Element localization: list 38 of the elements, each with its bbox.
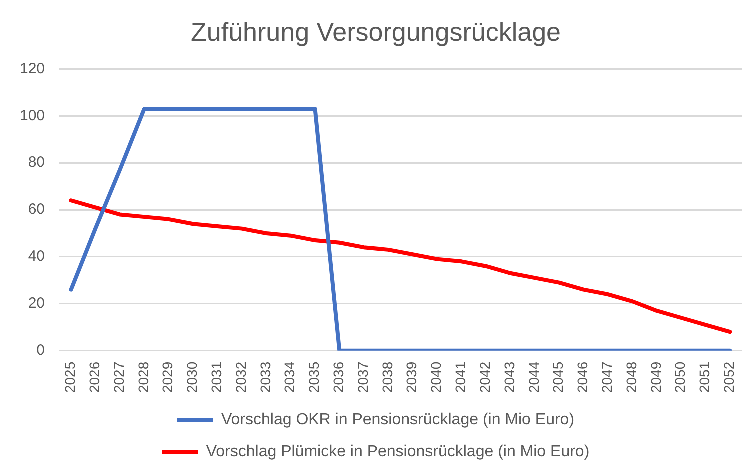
y-tick-label: 80 — [28, 154, 46, 172]
legend-label: Vorschlag OKR in Pensionsrücklage (in Mio Euro) — [221, 411, 575, 428]
y-tick-label: 40 — [28, 248, 46, 266]
y-tick-label: 100 — [20, 107, 46, 124]
y-tick-label: 60 — [28, 201, 46, 218]
legend-label: Vorschlag Plümicke in Pensionsrücklage (in Mio Euro) — [206, 443, 590, 460]
x-tick-label: 2032 — [232, 362, 249, 394]
x-tick-label: 2034 — [282, 362, 298, 394]
y-tick-label: 20 — [28, 295, 46, 312]
x-tick-label: 2046 — [574, 362, 591, 394]
x-tick-label: 2027 — [110, 362, 127, 394]
y-tick-label: 0 — [36, 342, 46, 359]
x-tick-label: 2025 — [62, 362, 78, 394]
x-tick-label: 2052 — [720, 362, 737, 394]
x-tick-label: 2035 — [306, 362, 322, 394]
x-tick-label: 2026 — [86, 362, 102, 394]
x-tick-label: 2041 — [452, 362, 469, 394]
x-tick-label: 2033 — [257, 362, 274, 394]
x-tick-label: 2030 — [184, 362, 200, 394]
x-tick-label: 2038 — [379, 362, 396, 394]
x-tick-label: 2029 — [160, 362, 176, 394]
x-tick-label: 2044 — [526, 362, 542, 394]
x-tick-label: 2043 — [501, 362, 518, 394]
x-tick-label: 2037 — [354, 362, 371, 394]
x-tick-label: 2050 — [672, 362, 688, 394]
x-tick-label: 2031 — [208, 362, 225, 394]
x-tick-label: 2028 — [135, 362, 152, 394]
x-tick-label: 2040 — [428, 362, 444, 394]
x-tick-label: 2045 — [550, 362, 566, 394]
x-tick-label: 2049 — [648, 362, 664, 394]
x-tick-label: 2047 — [598, 362, 615, 394]
x-tick-label: 2036 — [330, 362, 347, 394]
x-tick-label: 2039 — [404, 362, 420, 394]
chart-title: Zuführung Versorgungsrücklage — [190, 16, 562, 47]
x-tick-label: 2042 — [476, 362, 493, 394]
y-tick-label: 120 — [20, 60, 46, 78]
x-tick-label: 2051 — [696, 362, 713, 394]
x-tick-label: 2048 — [623, 362, 640, 394]
